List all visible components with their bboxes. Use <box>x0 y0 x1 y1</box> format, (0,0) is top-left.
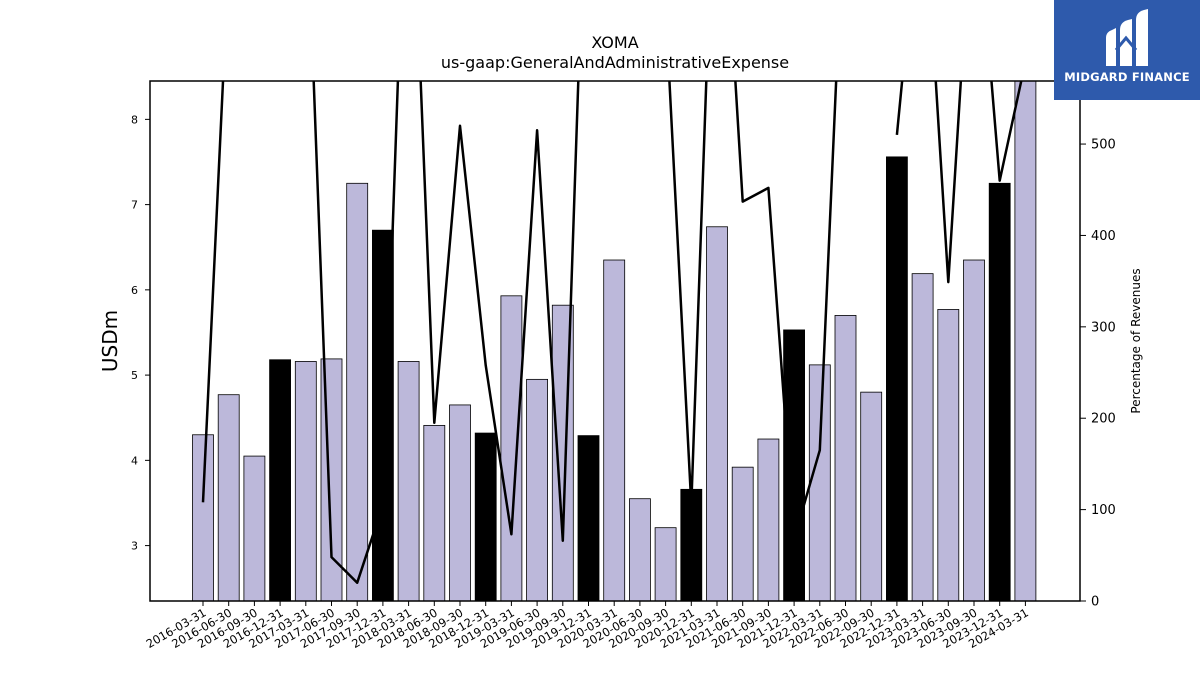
bar-2018-03-31 <box>397 361 420 601</box>
bar-2018-09-30 <box>449 404 471 601</box>
y-tick-label: 4 <box>131 454 138 467</box>
chart-subtitle: us-gaap:GeneralAndAdministrativeExpense <box>441 53 789 72</box>
y-tick-label: 5 <box>131 369 138 382</box>
y-tick-label: 7 <box>131 199 138 212</box>
bar-2022-03-31 <box>808 364 831 601</box>
bar-2019-03-31 <box>500 295 523 601</box>
bar-2016-03-31 <box>192 434 214 601</box>
bar-2022-09-30 <box>860 391 883 601</box>
bar-2021-09-30 <box>757 438 780 601</box>
bar-2022-06-30 <box>834 315 857 601</box>
y2-tick-label: 0 <box>1091 595 1099 610</box>
bar-2023-03-31 <box>911 273 934 601</box>
bar-2023-12-31 <box>988 182 1011 601</box>
logo-mark-icon <box>1106 9 1148 66</box>
bar-2020-09-30 <box>654 527 677 601</box>
bar-2023-09-30 <box>963 259 985 601</box>
bar-2023-06-30 <box>937 309 960 601</box>
bar-2022-12-31 <box>886 156 908 601</box>
bar-2019-12-31 <box>577 435 600 601</box>
bar-2016-09-30 <box>243 455 266 601</box>
y-tick-label: 3 <box>131 540 138 553</box>
plot-frame <box>149 80 1081 602</box>
bar-2018-06-30 <box>423 424 446 601</box>
bar-2021-06-30 <box>731 466 754 601</box>
bar-2017-03-31 <box>294 361 317 601</box>
y-tick-label: 6 <box>131 284 138 297</box>
y2-tick-label: 100 <box>1091 503 1116 518</box>
bar-2016-12-31 <box>269 359 292 601</box>
bar-2020-03-31 <box>603 259 626 601</box>
y2-tick-label: 500 <box>1091 138 1116 153</box>
y2-tick-label: 300 <box>1091 320 1116 335</box>
y2-tick-label: 200 <box>1091 412 1116 427</box>
logo-text: MIDGARD FINANCE <box>1064 70 1190 84</box>
percentage-line <box>201 81 1023 584</box>
bar-2018-12-31 <box>474 432 497 601</box>
chart-title: XOMA <box>591 33 638 52</box>
y-tick-label: 8 <box>131 113 138 126</box>
y2-tick-label: 400 <box>1091 229 1116 244</box>
bar-2021-12-31 <box>783 329 805 601</box>
bar-2016-06-30 <box>217 394 240 601</box>
y2-axis-label: Percentage of Revenues <box>1129 268 1143 413</box>
bar-2019-06-30 <box>526 378 548 601</box>
bar-2021-03-31 <box>706 226 728 601</box>
bar-2020-06-30 <box>629 498 651 601</box>
y-axis-label: USDm <box>98 310 122 372</box>
brand-logo: MIDGARD FINANCE <box>1054 0 1200 100</box>
bar-2017-09-30 <box>346 182 369 601</box>
bar-2024-03-31 <box>1014 81 1037 601</box>
